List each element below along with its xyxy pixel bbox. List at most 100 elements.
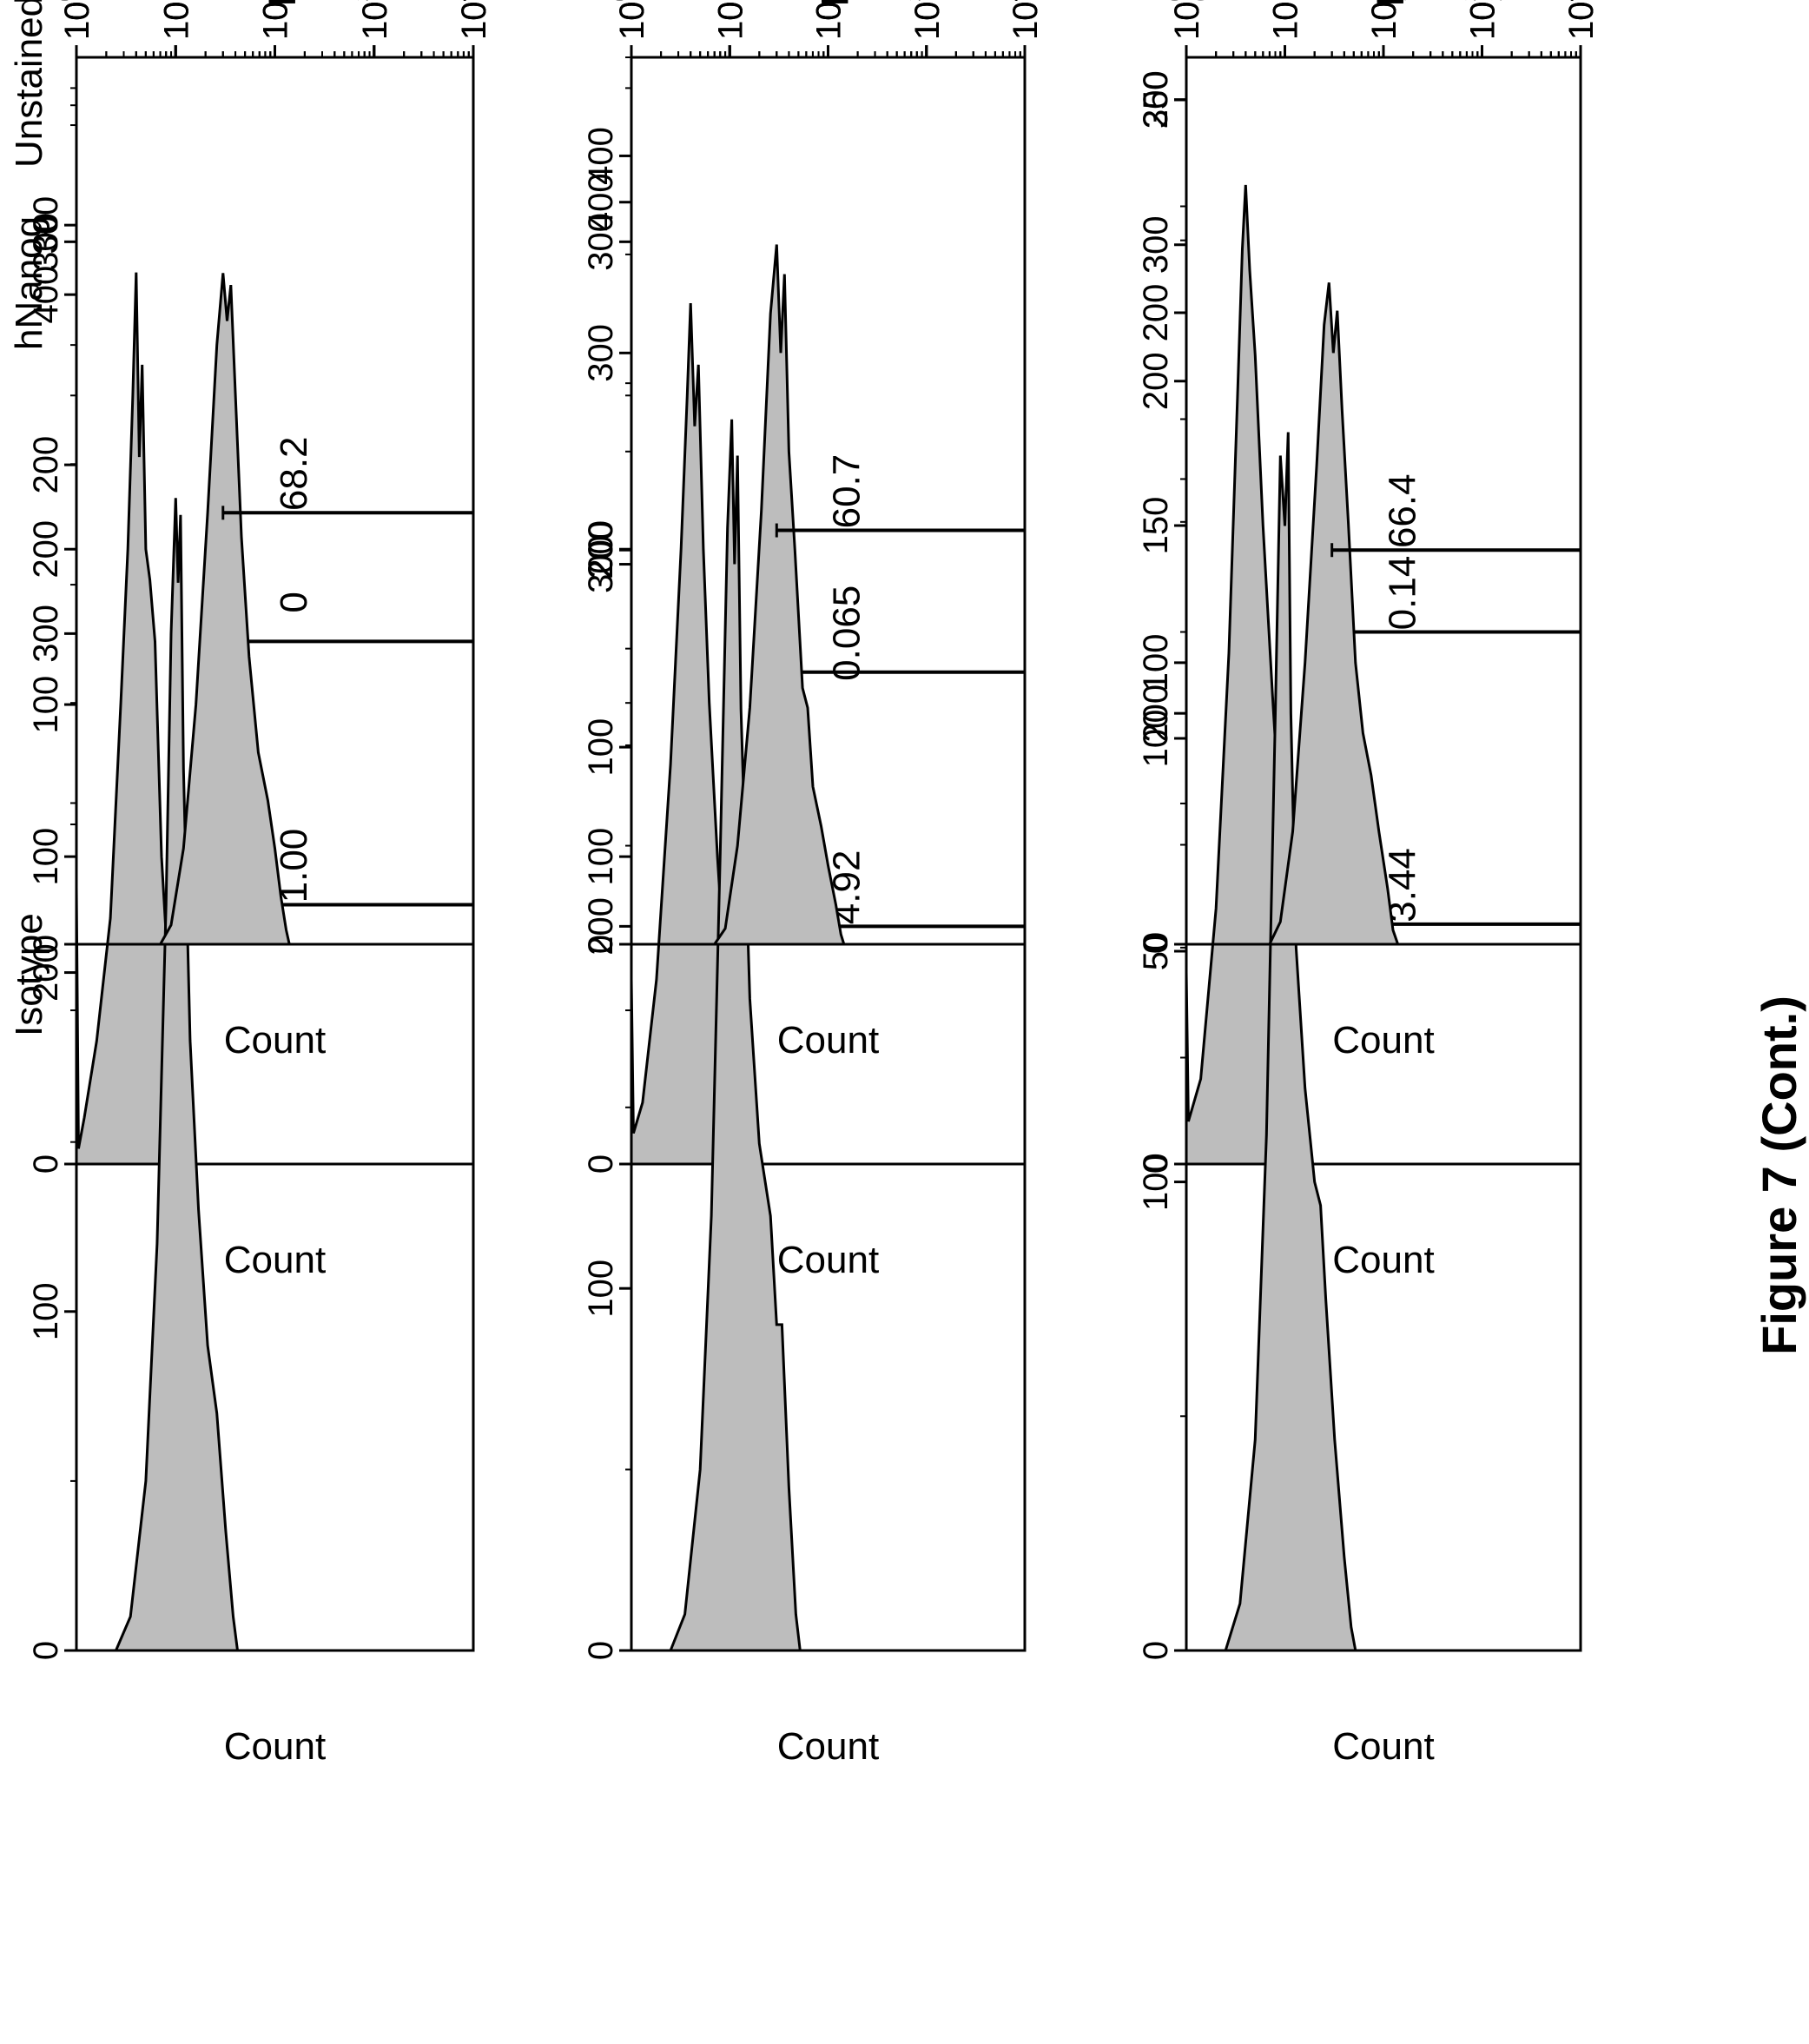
y-tick-label: 100 [1137,710,1175,768]
gate-percentage: 66.4 [1381,473,1423,548]
x-tick-label: 104 [448,0,493,40]
x-axis-title: PE-A [814,0,856,6]
y-tick-label: 100 [582,1260,620,1318]
x-axis-title: PE-A [814,0,856,6]
y-axis-title: Count [1332,1725,1434,1768]
x-tick-label: 103 [349,0,394,40]
x-tick-label: 102 [250,0,295,40]
y-tick-label: 100 [582,718,620,777]
x-tick-label: 100 [1168,0,1214,40]
x-tick-label: 101 [704,0,749,40]
y-tick-label: 300 [1137,70,1175,129]
x-tick-label: 100 [606,0,651,40]
y-tick-label: 300 [582,535,620,593]
column-header-unstained: Unstained [8,0,50,168]
y-tick-label: 0 [582,935,620,954]
x-axis-title: PE-A [1370,0,1412,6]
column-header-isotype: Isotype [8,913,50,1036]
y-tick-label: 300 [27,605,65,663]
x-tick-label: 100 [606,0,651,40]
y-tick-label: 200 [27,943,65,1002]
x-tick-label: 101 [704,0,749,40]
histogram-panel-hnanog-3: 0100200300100101102103104PE-ACount66.4 [1137,0,1601,1062]
histogram-area [1224,432,1357,1652]
x-tick-label: 100 [51,0,96,40]
y-axis-title: Count [1332,1239,1434,1281]
x-tick-label: 103 [901,0,947,40]
y-tick-label: 300 [582,324,620,382]
gate-percentage: 0 [273,592,315,612]
x-tick-label: 100 [51,0,96,40]
histogram-panel-isotype-3: 0100200300100101102103104PE-ACount3.44 [1137,0,1601,1768]
x-tick-label: 101 [150,0,195,40]
x-tick-label: 103 [1457,0,1502,40]
histogram-panel-unstained-3: 050100150200250100101102103104PE-ACount0… [1137,0,1601,1281]
y-tick-label: 200 [582,521,620,579]
histogram-panel-unstained-1: 0 100 200 300 100 101 102 103 104 PE-A Count 0 [27,0,493,1281]
x-axis-title: PE-A [1370,0,1412,6]
histogram-area [159,273,292,946]
histogram-panel-unstained-2: 0100200300100101102103104PE-ACount0.065 [582,0,1045,1281]
y-tick-label: 100 [1137,1153,1175,1211]
column-header-hnanog: hNanog [8,216,50,350]
histogram-area [711,244,846,946]
x-tick-label: 101 [1260,0,1305,40]
y-axis-title: Count [224,1725,326,1768]
x-tick-label: 102 [803,0,848,40]
gate-percentage: 0.065 [826,585,868,681]
x-axis-title: PE-A [261,0,303,6]
y-tick-label: 100 [27,676,65,734]
x-tick-label: 104 [1000,0,1045,40]
histogram-panel-isotype-2: 0100200300400100101102103104PE-ACount4.9… [582,0,1045,1768]
x-axis-title: PE-A [814,0,856,6]
x-tick-label: 100 [51,0,96,40]
y-tick-label: 100 [27,828,65,886]
x-tick-label: 102 [250,0,295,40]
y-tick-label: 400 [582,127,620,185]
x-tick-label: 101 [150,0,195,40]
y-tick-label: 100 [1137,633,1175,691]
y-tick-label: 300 [27,213,65,271]
y-tick-label: 0 [582,1641,620,1660]
x-tick-label: 101 [1260,0,1305,40]
x-tick-label: 102 [250,0,295,40]
x-tick-label: 101 [150,0,195,40]
y-tick-label: 100 [27,1282,65,1340]
figure-caption: Figure 7 (Cont.) [1752,996,1806,1355]
x-tick-label: 100 [606,0,651,40]
x-tick-label: 104 [1000,0,1045,40]
y-tick-label: 0 [27,1641,65,1660]
histogram-panel-hnanog-2: 0100200300400100101102103104PE-ACount60.… [582,0,1045,1062]
y-tick-label: 250 [1137,71,1175,129]
y-tick-label: 0 [582,1154,620,1174]
x-tick-label: 102 [1365,0,1411,40]
gate-percentage: 60.7 [826,454,868,529]
x-tick-label: 104 [1000,0,1045,40]
y-tick-label: 0 [1137,1641,1175,1660]
x-tick-label: 102 [1358,0,1403,40]
x-axis-title: PE-A [261,0,303,6]
x-tick-label: 103 [349,0,394,40]
y-tick-label: 400 [27,266,65,324]
y-axis-title: Count [224,1239,326,1281]
x-tick-label: 102 [803,0,848,40]
x-tick-label: 104 [1555,0,1601,40]
x-axis-title: PE-A [261,0,303,6]
y-tick-label: 200 [1137,685,1175,743]
histogram-area [669,419,802,1652]
y-tick-label: 200 [582,897,620,956]
x-tick-label: 104 [448,0,493,40]
x-tick-label: 100 [1161,0,1206,40]
histogram-panel-hnanog-1: 0 100 200 300 100 101 102 103 104 PE-A Count 68.2 [27,0,493,1062]
y-tick-label: 300 [582,213,620,271]
y-tick-label: 200 [27,436,65,494]
y-axis-title: Count [224,1019,326,1062]
y-tick-label: 150 [1137,497,1175,555]
y-axis-title: Count [777,1725,879,1768]
y-tick-label: 200 [1137,352,1175,410]
y-axis-title: Count [777,1019,879,1062]
x-tick-label: 103 [1457,0,1502,40]
x-tick-label: 104 [1555,0,1601,40]
y-tick-label: 50 [1137,932,1175,971]
